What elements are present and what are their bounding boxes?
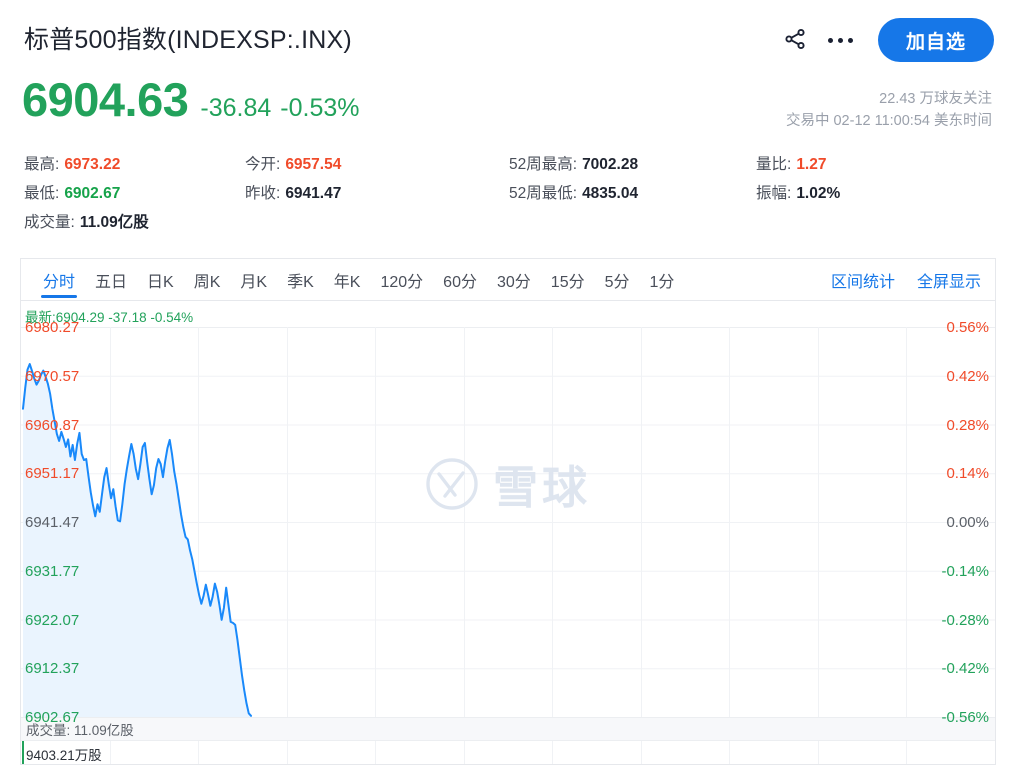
- stat-label: 振幅:: [756, 184, 792, 202]
- price-area-fill: [23, 364, 251, 717]
- stat-value: 6941.47: [285, 184, 342, 202]
- stat-cell: 52周最低: 4835.04: [509, 181, 756, 203]
- stat-value: 7002.28: [582, 155, 639, 173]
- stat-label: 52周最低:: [509, 184, 578, 202]
- page-title: 标普500指数(INDEXSP:.INX): [24, 26, 352, 54]
- share-icon: [783, 27, 807, 54]
- stat-cell: 振幅: 1.02%: [756, 181, 1016, 203]
- volume-header: 成交量: 11.09亿股: [21, 717, 995, 741]
- tab-季K[interactable]: 季K: [287, 273, 314, 291]
- stat-label: 52周最高:: [509, 155, 578, 173]
- chart-latest-label: 最新:6904.29 -37.18 -0.54%: [25, 310, 194, 325]
- share-button[interactable]: [772, 17, 818, 63]
- tab-分时[interactable]: 分时: [33, 259, 85, 300]
- market-status: 交易中 02-12 11:00:54 美东时间: [785, 113, 992, 129]
- tab-五日[interactable]: 五日: [95, 273, 128, 291]
- stat-cell: 最高: 6973.22: [0, 152, 245, 174]
- stat-value: 6957.54: [285, 155, 342, 173]
- stat-value: 1.27: [796, 155, 827, 173]
- stat-row: 最高: 6973.22 今开: 6957.54 52周最高: 7002.28 量比: 1.27: [0, 148, 1016, 177]
- stat-value: 4835.04: [582, 184, 639, 202]
- timeframe-tabs: 分时 五日 日K 周K 月K 季K 年K 120分 60分 30分 15分 5分 1分: [21, 259, 684, 300]
- price-line: [22, 363, 252, 717]
- tab-30分[interactable]: 30分: [496, 273, 531, 291]
- volume-axis-label: 9403.21万股: [26, 748, 102, 763]
- tab-120分[interactable]: 120分: [380, 273, 424, 291]
- stat-row: 成交量: 11.09亿股: [0, 206, 1016, 235]
- chart-tool-区间统计[interactable]: 区间统计: [830, 273, 895, 291]
- chart-tools: 区间统计 全屏显示: [831, 268, 995, 292]
- stat-value: 1.02%: [796, 184, 841, 202]
- followers-count: 22.43 万球友关注: [879, 91, 992, 107]
- tab-60分[interactable]: 60分: [443, 273, 477, 291]
- price-change: -36.84: [200, 94, 272, 122]
- stat-cell: 成交量: 11.09亿股: [0, 210, 245, 232]
- stat-value: 6973.22: [64, 155, 121, 173]
- stat-cell: 量比: 1.27: [756, 152, 1016, 174]
- tab-15分[interactable]: 15分: [550, 273, 585, 291]
- volume-bar: [22, 741, 24, 764]
- stat-cell: 最低: 6902.67: [0, 181, 245, 203]
- volume-plot: [21, 741, 995, 764]
- tab-5分[interactable]: 5分: [604, 273, 630, 291]
- volume-bars-svg: [22, 741, 907, 764]
- stat-row: 最低: 6902.67 昨收: 6941.47 52周最低: 4835.04 振幅: 1.02…: [0, 177, 1016, 206]
- current-price: 6904.63: [22, 73, 189, 126]
- tab-日K[interactable]: 日K: [147, 273, 174, 291]
- header-actions: 加自选: [772, 17, 994, 63]
- more-options-button[interactable]: [818, 17, 864, 63]
- stat-cell: 昨收: 6941.47: [245, 181, 509, 203]
- stat-label: 成交量:: [24, 213, 75, 231]
- price-line-svg: [21, 327, 995, 717]
- stat-value: 6902.67: [64, 184, 121, 202]
- stat-label: 昨收:: [245, 184, 281, 202]
- stat-cell: 今开: 6957.54: [245, 152, 509, 174]
- page-header: 标普500指数(INDEXSP:.INX) 6904.63 -36.84 -0.…: [0, 0, 1016, 145]
- stat-label: 最高:: [24, 155, 60, 173]
- stat-label: 最低:: [24, 184, 60, 202]
- header-meta: 22.43 万球友关注 交易中 02-12 11:00:54 美东时间: [786, 88, 992, 132]
- add-watchlist-button[interactable]: 加自选: [877, 18, 994, 62]
- tab-周K[interactable]: 周K: [193, 273, 221, 291]
- stat-cell: 52周最高: 7002.28: [509, 152, 756, 174]
- chart-container[interactable]: 最新:6904.29 -37.18 -0.54% 雪球 6980.27 6970.…: [20, 301, 996, 765]
- price-plot[interactable]: [21, 327, 995, 717]
- stat-value: 11.09亿股: [79, 213, 149, 231]
- stat-label: 今开:: [245, 155, 281, 173]
- tab-年K[interactable]: 年K: [333, 273, 361, 291]
- volume-header-label: 成交量: 11.09亿股: [26, 723, 134, 738]
- chart-tool-全屏显示[interactable]: 全屏显示: [916, 273, 981, 291]
- chart-tabbar: 分时 五日 日K 周K 月K 季K 年K 120分 60分 30分 15分 5分 1分 区间统计 全屏显示: [20, 258, 996, 301]
- stat-label: 量比:: [756, 155, 792, 173]
- tab-1分[interactable]: 1分: [649, 273, 675, 291]
- stats-grid: 最高: 6973.22 今开: 6957.54 52周最高: 7002.28 量比: 1.27…: [0, 148, 1016, 235]
- price-change-percent: -0.53%: [280, 94, 360, 122]
- price-block: 6904.63 -36.84 -0.53%: [22, 72, 360, 127]
- tab-月K[interactable]: 月K: [240, 273, 268, 291]
- more-dots-icon: [828, 37, 854, 43]
